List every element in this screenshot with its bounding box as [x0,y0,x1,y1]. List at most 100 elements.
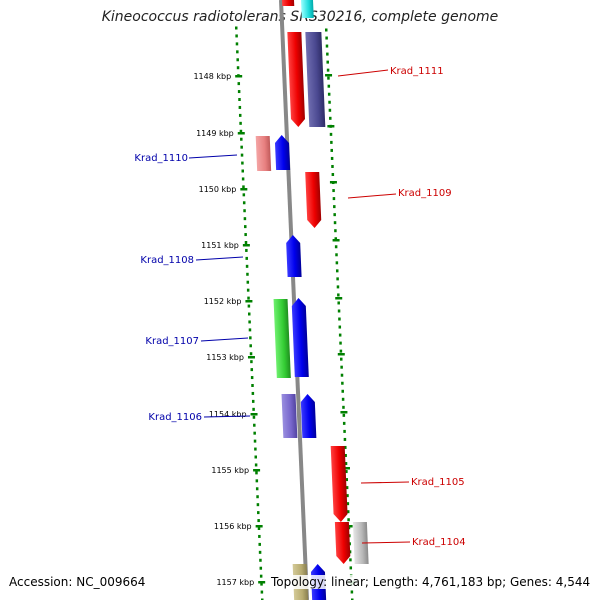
gene-krad-1109-arrow-shape [305,172,322,228]
left-scale-dot [241,177,245,181]
right-scale-dot [339,349,343,353]
gene-label-leader [360,481,410,484]
left-scale-major-tick [258,581,266,584]
feature-cyan-top [300,0,314,18]
scale-layer: 1148 kbp 1149 kbp 1150 kbp 1151 kbp 1152 kbp… [193,26,356,600]
gene-krad-1110-arrow [274,135,291,170]
left-scale-dot [252,415,256,419]
left-scale-dot [245,256,248,260]
right-scale-dot [344,462,348,466]
left-scale-dot [250,376,254,380]
right-scale-dot [337,293,340,297]
right-scale-dot [326,60,329,64]
left-scale-dot [241,169,244,173]
right-scale-major-tick [325,74,333,77]
right-scale-dot [327,76,330,80]
right-scale-dot [329,116,332,120]
scale-label: 1149 kbp [196,129,234,138]
feature-purple-1106 [281,394,298,438]
left-scale-dot [239,121,242,125]
gene-krad-1108-arrow-shape [286,235,302,277]
left-scale-dot [248,328,252,332]
scale-label: 1155 kbp [211,466,249,475]
right-scale-dot [346,510,350,514]
gene-krad-1107-arrow [291,298,309,377]
left-scale-dot [255,487,259,491]
gene-label-krad-1106: Krad_1106 [148,412,202,423]
right-scale-dot [346,502,350,506]
feature-layer [255,0,369,600]
right-scale-dot [340,365,343,369]
left-scale-dot [260,590,264,594]
gene-label-krad-1107: Krad_1107 [145,336,199,347]
left-scale-dot [236,66,240,70]
gene-label-krad-1110: Krad_1110 [134,153,188,164]
right-scale-dot [335,253,338,257]
gene-krad-1111-arrow [287,32,305,127]
left-scale-dot [253,431,256,435]
left-scale-dot [241,161,244,165]
left-scale-dot [254,463,258,467]
left-scale-major-tick [242,244,250,247]
left-scale-dot [245,248,248,252]
right-scale-dot [345,470,348,474]
gene-krad-1108-arrow [286,235,302,277]
right-scale-dot [325,28,328,32]
left-scale-dot [239,129,243,133]
scale-label: 1153 kbp [206,353,244,362]
left-scale-dot [253,439,257,443]
feature-red-top [281,0,295,6]
gene-label-krad-1105: Krad_1105 [411,477,465,488]
right-scale-dot [332,197,336,201]
scale-label: 1154 kbp [209,410,247,419]
gene-krad-1105-arrow [330,446,348,522]
scale-label: 1156 kbp [214,522,252,531]
right-scale-dot [329,132,333,136]
left-scale-dot [257,511,260,515]
right-scale-dot [334,245,338,249]
left-scale-dot [254,447,257,451]
feature-cyan-top-shape [300,0,314,18]
left-scale-major-tick [237,132,245,135]
right-scale-major-tick [327,125,335,128]
left-scale-dot [246,280,250,284]
left-scale-dot [238,113,242,117]
left-scale-dot [256,503,260,507]
right-scale-dot [351,598,354,600]
right-scale-dot [342,413,346,417]
left-scale-dot [253,423,256,427]
right-scale-dot [333,205,336,209]
right-scale-dot [340,373,344,377]
feature-purple-1106-shape [281,394,298,438]
left-scale-dot [246,288,250,292]
left-scale-dot [244,225,247,229]
right-scale-dot [333,213,336,217]
left-scale-dot [252,407,255,411]
right-scale-dot [325,44,329,48]
right-scale-dot [350,590,354,594]
left-scale-dot [242,201,246,205]
right-scale-dot [343,437,347,441]
left-scale-dot [254,455,257,459]
left-scale-major-tick [250,413,258,416]
gene-krad-1109-arrow [305,172,322,228]
left-scale-dot [257,519,260,523]
feature-gray-1104-shape [352,522,369,564]
right-scale-dot [331,164,334,168]
right-scale-dot [333,221,337,225]
left-scale-dot [243,209,246,213]
right-scale-major-tick [332,239,340,242]
right-scale-dot [325,36,328,40]
gene-label-leader [203,415,251,418]
left-scale-dot [259,558,262,562]
left-scale-dot [260,582,263,586]
feature-green-1107 [273,299,291,378]
right-scale-dot [327,92,331,96]
right-scale-dot [335,261,339,265]
right-scale-dot [339,341,342,345]
right-scale-major-tick [345,525,353,528]
right-scale-dot [338,325,342,329]
right-scale-dot [338,317,341,321]
left-scale-dot [258,542,261,546]
